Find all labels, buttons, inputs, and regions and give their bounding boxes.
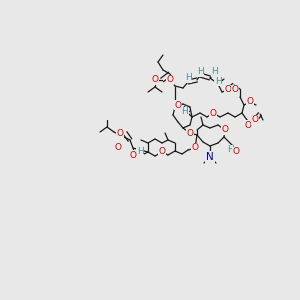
Text: O: O	[247, 98, 254, 106]
Text: H: H	[196, 68, 203, 76]
Text: H: H	[136, 148, 143, 157]
Text: H: H	[182, 107, 188, 116]
Text: H: H	[212, 68, 218, 76]
Text: O: O	[232, 148, 239, 157]
Text: O: O	[224, 85, 232, 94]
Text: O: O	[152, 76, 158, 85]
Text: O: O	[221, 125, 229, 134]
Text: O: O	[251, 116, 259, 124]
Text: O: O	[244, 121, 251, 130]
Text: O: O	[191, 143, 199, 152]
Text: O: O	[187, 128, 194, 137]
Text: O: O	[167, 76, 173, 85]
Text: H: H	[184, 74, 191, 82]
Text: H: H	[226, 146, 233, 154]
Text: N: N	[206, 152, 214, 162]
Text: O: O	[175, 100, 182, 109]
Text: O: O	[158, 148, 166, 157]
Text: O: O	[116, 128, 124, 137]
Text: H: H	[214, 76, 221, 85]
Text: O: O	[209, 109, 217, 118]
Text: O: O	[130, 151, 136, 160]
Text: O: O	[115, 143, 122, 152]
Text: O: O	[232, 85, 238, 94]
